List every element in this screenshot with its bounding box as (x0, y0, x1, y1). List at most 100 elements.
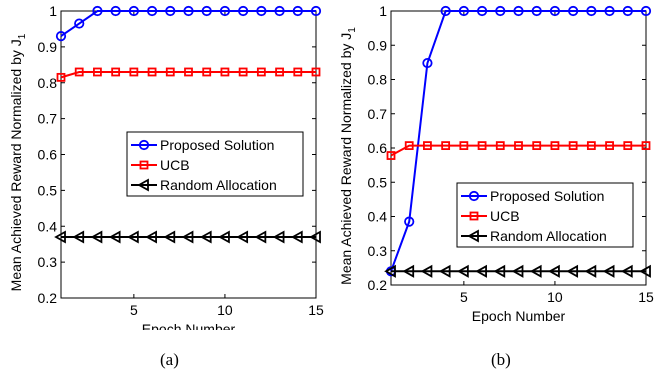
series-0-marker (238, 5, 249, 17)
series-1-marker (238, 67, 248, 77)
y-tick-label: 0.3 (368, 243, 388, 259)
y-tick-label: 0.6 (38, 147, 58, 163)
legend-marker-0 (138, 139, 150, 151)
series-2-marker (493, 264, 506, 278)
series-0-marker (165, 5, 176, 17)
series-2-marker (584, 264, 597, 278)
legend-marker-2 (467, 229, 479, 243)
series-2-marker (72, 230, 85, 244)
series-2-marker (272, 230, 285, 244)
series-0-marker (219, 5, 231, 17)
series-0-marker (640, 5, 652, 17)
series-2-marker (566, 264, 579, 278)
series-line-0 (390, 10, 646, 272)
series-1-marker (184, 67, 193, 77)
series-1-marker (423, 141, 432, 151)
series-line-0 (60, 10, 316, 37)
y-axis-label-subscript: 1 (347, 27, 358, 33)
y-tick-label: 0.6 (368, 140, 388, 156)
series-1-marker (386, 151, 396, 160)
y-tick-label: 1 (49, 3, 57, 19)
series-1-marker (532, 141, 542, 151)
series-2-marker (290, 230, 303, 244)
series-1-marker (623, 141, 633, 151)
series-1-marker (514, 141, 523, 151)
series-2-marker (218, 230, 230, 244)
x-tick-label: 10 (547, 289, 563, 305)
series-1-marker (256, 67, 266, 77)
series-0-marker (604, 5, 615, 17)
y-axis-label: Mean Achieved Reward Normalized by J1 (338, 27, 358, 285)
series-2-marker (402, 264, 415, 278)
legend-marker-0 (468, 190, 480, 202)
legend-label-0: Proposed Solution (160, 137, 274, 153)
legend-label-2: Random Allocation (160, 177, 277, 193)
series-0-marker (513, 5, 524, 17)
series-2-marker (54, 230, 66, 244)
legend-label-1: UCB (490, 208, 520, 224)
series-0-marker (476, 5, 488, 17)
y-tick-label: 0.7 (368, 106, 388, 122)
series-2-marker (529, 264, 542, 278)
series-1-marker (441, 141, 451, 151)
y-tick-label: 0.8 (38, 75, 58, 91)
caption-b: (b) (491, 350, 511, 369)
x-tick-label: 10 (217, 302, 233, 318)
series-2-marker (309, 230, 321, 244)
legend-marker-2 (137, 178, 149, 192)
series-2-marker (438, 264, 451, 278)
legend-marker-1 (469, 211, 479, 221)
y-tick-label: 0.7 (38, 111, 58, 127)
series-1-marker (129, 67, 139, 77)
series-2-marker (127, 230, 139, 244)
y-tick-label: 0.4 (368, 209, 388, 225)
series-1-marker (459, 141, 469, 151)
legend-label-0: Proposed Solution (490, 188, 604, 204)
y-axis-label: Mean Achieved Reward Normalized by J1 (8, 33, 28, 291)
x-tick-label: 5 (130, 302, 138, 318)
series-0-marker (92, 5, 103, 17)
series-1-marker (93, 67, 102, 77)
y-tick-label: 1 (379, 3, 387, 19)
series-2-marker (108, 230, 121, 244)
series-0-marker (110, 5, 121, 17)
series-1-marker (111, 67, 121, 77)
series-2-marker (199, 230, 212, 244)
y-tick-label: 0.3 (38, 254, 58, 270)
series-1-marker (56, 72, 66, 82)
series-0-marker (422, 57, 433, 69)
series-0-marker (458, 5, 469, 17)
y-tick-label: 0.2 (368, 277, 388, 293)
series-2-marker (548, 264, 560, 278)
series-line-1 (60, 70, 316, 79)
series-2-marker (620, 264, 633, 278)
y-tick-label: 0.5 (368, 174, 388, 190)
series-1-marker (568, 141, 578, 151)
series-1-marker (202, 67, 212, 77)
series-line-1 (390, 144, 646, 157)
series-1-marker (495, 141, 505, 151)
series-0-marker (146, 5, 158, 17)
series-0-marker (128, 5, 139, 17)
legend-marker-1 (139, 160, 149, 170)
series-0-marker (201, 5, 212, 17)
series-1-marker (605, 141, 614, 151)
y-tick-label: 0.4 (38, 218, 58, 234)
x-axis-label: Epoch Number (472, 308, 566, 324)
y-tick-label: 0.9 (38, 39, 58, 55)
series-1-marker (477, 141, 487, 151)
series-2-marker (181, 230, 194, 244)
series-0-marker (622, 5, 633, 17)
legend-label-1: UCB (160, 157, 190, 173)
series-0-marker (549, 5, 561, 17)
series-2-marker (511, 264, 524, 278)
series-0-marker (74, 18, 85, 29)
series-0-marker (404, 216, 415, 227)
series-2-marker (384, 264, 396, 278)
series-0-marker (256, 5, 267, 17)
x-tick-label: 15 (308, 302, 324, 318)
legend-label-2: Random Allocation (490, 228, 607, 244)
series-0-marker (310, 5, 322, 17)
